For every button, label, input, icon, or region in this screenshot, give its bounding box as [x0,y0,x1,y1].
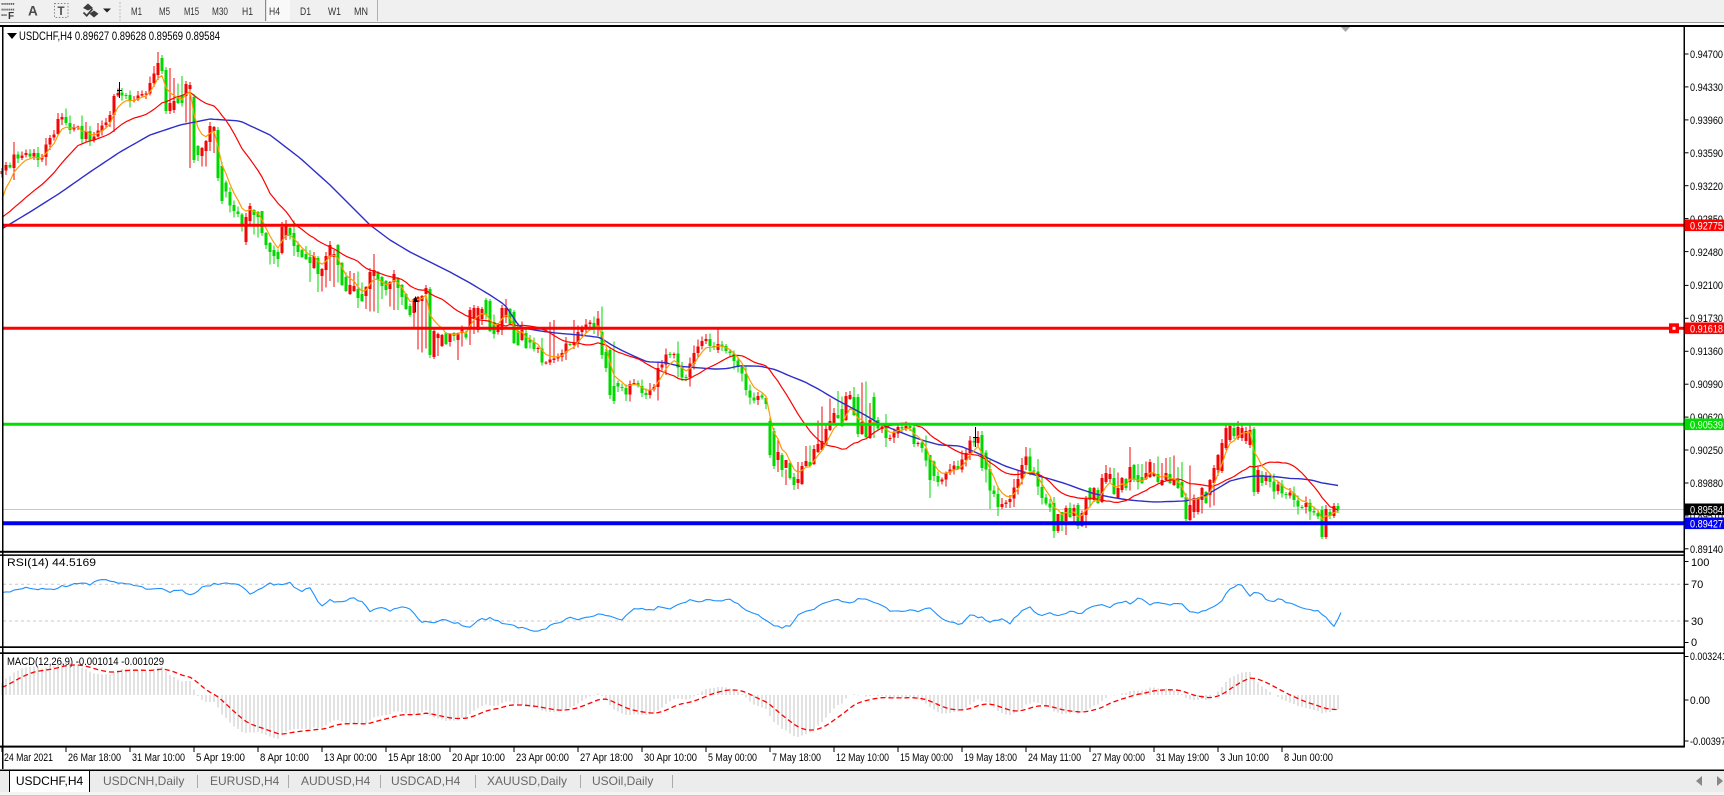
svg-text:0.94330: 0.94330 [1690,82,1723,94]
svg-text:M30: M30 [212,6,228,18]
svg-text:0.90990: 0.90990 [1690,379,1723,391]
svg-text:H1: H1 [242,6,253,18]
svg-text:0.91730: 0.91730 [1690,313,1723,325]
svg-text:70: 70 [1691,579,1703,591]
svg-text:0.90250: 0.90250 [1690,445,1723,457]
svg-text:M1: M1 [131,6,142,18]
svg-text:0.93220: 0.93220 [1690,181,1723,193]
svg-text:T: T [58,6,65,18]
svg-text:D1: D1 [300,6,311,18]
svg-text:15 May 00:00: 15 May 00:00 [900,752,953,764]
svg-text:W1: W1 [328,6,341,18]
svg-text:M15: M15 [184,6,199,18]
svg-text:0.92480: 0.92480 [1690,247,1723,259]
svg-text:RSI(14) 44.5169: RSI(14) 44.5169 [7,557,96,569]
svg-text:-0.003976: -0.003976 [1690,736,1724,748]
svg-text:5 Apr 19:00: 5 Apr 19:00 [196,752,245,764]
svg-text:0.89427: 0.89427 [1690,518,1723,530]
svg-text:0.92775: 0.92775 [1690,220,1723,232]
svg-text:0.91360: 0.91360 [1690,346,1723,358]
svg-text:5 May 00:00: 5 May 00:00 [708,752,757,764]
svg-text:0.94700: 0.94700 [1690,49,1723,61]
svg-text:3 Jun 10:00: 3 Jun 10:00 [1220,752,1269,764]
svg-text:USDCHF,H4 0.89627 0.89628 0.8: USDCHF,H4 0.89627 0.89628 0.89569 0.8958… [19,29,220,43]
svg-text:24 Mar 2021: 24 Mar 2021 [4,752,53,764]
svg-text:26 Mar 18:00: 26 Mar 18:00 [68,752,121,764]
svg-text:0.93960: 0.93960 [1690,115,1723,127]
svg-text:27 May 00:00: 27 May 00:00 [1092,752,1145,764]
svg-text:27 Apr 18:00: 27 Apr 18:00 [580,752,633,764]
svg-text:23 Apr 00:00: 23 Apr 00:00 [516,752,569,764]
svg-text:30: 30 [1691,616,1703,628]
svg-text:0.91618: 0.91618 [1690,323,1723,335]
svg-text:15 Apr 18:00: 15 Apr 18:00 [388,752,441,764]
svg-text:0.93590: 0.93590 [1690,148,1723,160]
svg-text:0: 0 [1691,637,1697,649]
svg-text:0.89880: 0.89880 [1690,478,1723,490]
svg-text:12 May 10:00: 12 May 10:00 [836,752,889,764]
svg-text:0.89140: 0.89140 [1690,544,1723,556]
svg-text:MACD(12,26,9) -0.001014 -0.001: MACD(12,26,9) -0.001014 -0.001029 [7,656,164,668]
svg-text:7 May 18:00: 7 May 18:00 [772,752,821,764]
svg-text:13 Apr 00:00: 13 Apr 00:00 [324,752,377,764]
svg-text:8 Apr 10:00: 8 Apr 10:00 [260,752,309,764]
svg-text:0.92100: 0.92100 [1690,280,1723,292]
svg-text:0.90539: 0.90539 [1690,419,1723,431]
svg-text:A: A [28,4,38,19]
svg-text:M5: M5 [159,6,170,18]
svg-text:30 Apr 10:00: 30 Apr 10:00 [644,752,697,764]
svg-text:MN: MN [354,6,368,18]
svg-text:24 May 11:00: 24 May 11:00 [1028,752,1081,764]
svg-text:0.003241: 0.003241 [1690,651,1724,663]
svg-text:H4: H4 [269,6,280,18]
svg-text:31 Mar 10:00: 31 Mar 10:00 [132,752,185,764]
svg-text:20 Apr 10:00: 20 Apr 10:00 [452,752,505,764]
svg-text:31 May 19:00: 31 May 19:00 [1156,752,1209,764]
svg-text:F: F [8,11,14,22]
svg-text:0.00: 0.00 [1690,695,1710,707]
svg-text:100: 100 [1691,557,1709,569]
svg-text:0.89584: 0.89584 [1690,504,1723,516]
svg-text:19 May 18:00: 19 May 18:00 [964,752,1017,764]
svg-text:8 Jun 00:00: 8 Jun 00:00 [1284,752,1333,764]
